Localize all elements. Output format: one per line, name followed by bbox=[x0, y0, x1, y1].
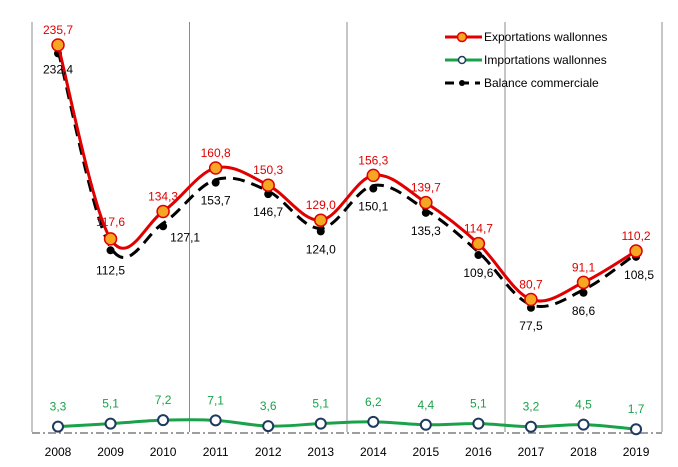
imports-data-label: 5,1 bbox=[312, 397, 329, 411]
imports-data-label: 4,4 bbox=[418, 398, 435, 412]
imports-point bbox=[367, 415, 380, 428]
legend-label: Balance commerciale bbox=[484, 76, 599, 90]
balance-data-label: 108,5 bbox=[624, 268, 654, 282]
balance-data-label: 153,7 bbox=[201, 194, 231, 208]
exports-data-label: 80,7 bbox=[519, 277, 543, 291]
x-tick-label: 2013 bbox=[307, 445, 334, 459]
balance-data-label: 124,0 bbox=[306, 242, 336, 256]
imports-point bbox=[524, 420, 537, 433]
imports-data-label: 6,2 bbox=[365, 395, 382, 409]
exports-point bbox=[366, 168, 381, 183]
balance-data-label: 112,5 bbox=[96, 263, 125, 277]
balance-point bbox=[159, 222, 168, 231]
balance-point bbox=[316, 227, 325, 236]
balance-data-label: 77,5 bbox=[519, 319, 543, 333]
balance-data-label: 86,6 bbox=[572, 304, 596, 318]
exports-data-label: 160,8 bbox=[201, 146, 231, 160]
balance-point bbox=[421, 208, 430, 217]
imports-point bbox=[52, 420, 64, 433]
imports-point bbox=[472, 417, 485, 430]
x-tick-label: 2015 bbox=[412, 445, 439, 459]
imports-data-label: 5,1 bbox=[470, 397, 487, 411]
balance-data-label: 109,6 bbox=[463, 266, 493, 280]
exports-point bbox=[629, 244, 643, 258]
balance-point bbox=[106, 246, 115, 255]
exports-point bbox=[261, 178, 275, 192]
x-tick-label: 2018 bbox=[570, 445, 597, 459]
x-tick-label: 2016 bbox=[465, 445, 492, 459]
balance-point bbox=[369, 184, 378, 193]
imports-point bbox=[157, 414, 170, 427]
balance-data-label: 146,7 bbox=[253, 205, 283, 219]
imports-point bbox=[104, 417, 117, 430]
exports-data-label: 110,2 bbox=[621, 229, 650, 243]
imports-data-label: 3,6 bbox=[260, 399, 277, 413]
exports-data-label: 150,3 bbox=[253, 163, 283, 177]
exports-point bbox=[208, 161, 223, 175]
x-tick-label: 2012 bbox=[255, 445, 282, 459]
exports-data-label: 91,1 bbox=[572, 260, 596, 274]
exports-data-label: 139,7 bbox=[411, 181, 441, 195]
imports-data-label: 3,2 bbox=[523, 400, 540, 414]
imports-data-label: 7,1 bbox=[207, 393, 224, 407]
imports-point bbox=[630, 423, 643, 436]
imports-point bbox=[314, 417, 327, 430]
imports-data-label: 1,7 bbox=[628, 402, 645, 416]
exports-point bbox=[419, 195, 433, 210]
balance-point bbox=[264, 190, 273, 199]
exports-data-label: 235,7 bbox=[43, 23, 73, 37]
x-tick-label: 2009 bbox=[97, 445, 124, 459]
x-tick-label: 2014 bbox=[360, 445, 387, 459]
exports-point bbox=[156, 204, 170, 219]
imports-point bbox=[577, 418, 590, 431]
imports-point bbox=[209, 414, 222, 427]
balance-data-label: 127,1 bbox=[170, 230, 200, 244]
legend-marker bbox=[456, 31, 468, 43]
imports-data-label: 7,2 bbox=[155, 393, 172, 407]
x-tick-label: 2011 bbox=[203, 445, 229, 459]
legend-marker bbox=[459, 80, 465, 86]
exports-point bbox=[314, 213, 328, 227]
legend-marker bbox=[457, 55, 467, 65]
balance-point bbox=[211, 178, 220, 187]
balance-data-label: 135,3 bbox=[411, 224, 441, 238]
exports-point bbox=[576, 275, 591, 290]
exports-point bbox=[103, 232, 118, 246]
imports-point bbox=[262, 420, 275, 433]
balance-point bbox=[474, 251, 483, 260]
exports-data-label: 134,3 bbox=[148, 189, 178, 203]
exports-data-label: 114,7 bbox=[464, 222, 493, 236]
exports-data-label: 156,3 bbox=[358, 153, 388, 167]
x-tick-label: 2019 bbox=[623, 445, 650, 459]
exports-data-label: 129,0 bbox=[306, 198, 336, 212]
exports-point bbox=[524, 292, 538, 307]
legend-label: Importations wallonnes bbox=[484, 53, 607, 67]
exports-point bbox=[471, 236, 486, 251]
x-tick-label: 2010 bbox=[150, 445, 177, 459]
exports-point bbox=[51, 38, 65, 52]
x-tick-label: 2008 bbox=[45, 445, 72, 459]
imports-data-label: 3,3 bbox=[50, 400, 67, 414]
imports-data-label: 5,1 bbox=[102, 397, 119, 411]
balance-data-label: 232,4 bbox=[43, 62, 73, 76]
balance-data-label: 150,1 bbox=[358, 200, 388, 214]
x-tick-label: 2017 bbox=[518, 445, 545, 459]
exports-data-label: 117,6 bbox=[96, 215, 125, 229]
imports-point bbox=[419, 418, 432, 431]
legend-label: Exportations wallonnes bbox=[484, 30, 607, 44]
imports-data-label: 4,5 bbox=[575, 398, 592, 412]
balance-point bbox=[579, 288, 588, 297]
